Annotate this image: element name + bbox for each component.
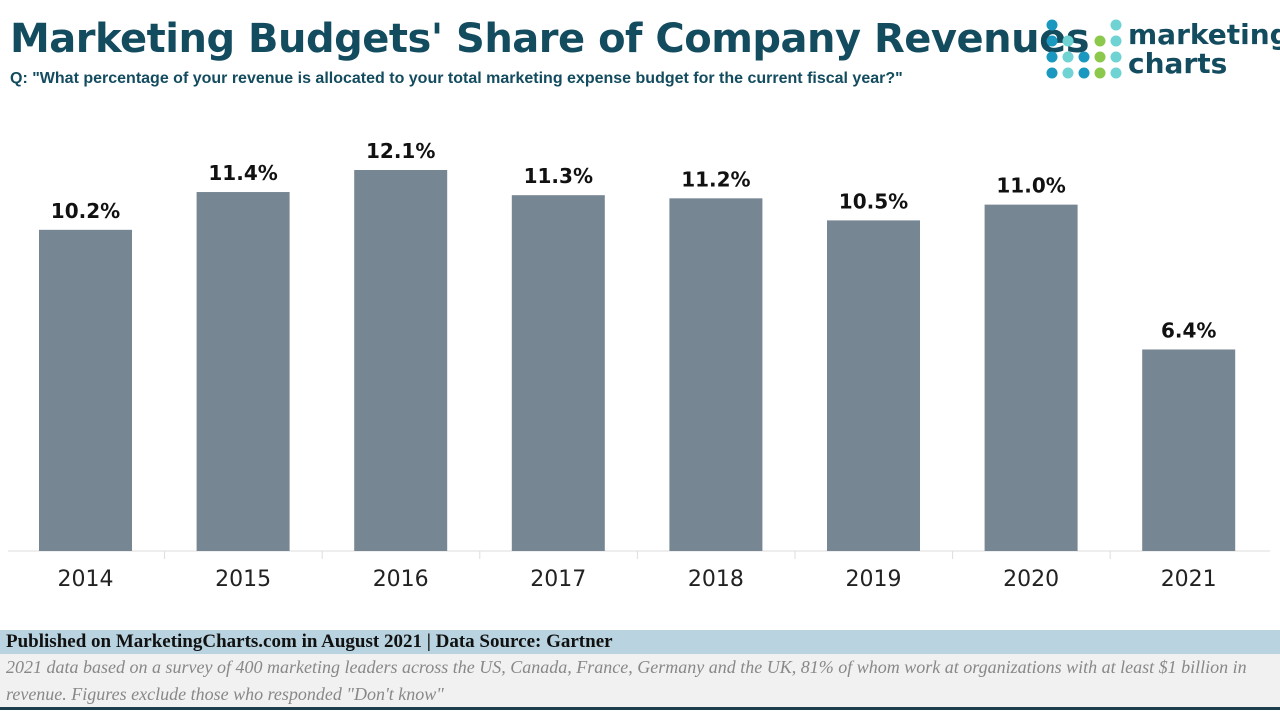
data-label: 6.4%: [1161, 318, 1216, 342]
x-tick-label: 2016: [373, 567, 429, 592]
logo-dot: [1046, 67, 1058, 79]
data-label: 11.0%: [996, 174, 1065, 198]
chart-title: Marketing Budgets' Share of Company Reve…: [10, 16, 1090, 62]
logo-dot: [1062, 35, 1074, 47]
logo-dot: [1094, 67, 1106, 79]
x-tick-label: 2015: [215, 567, 271, 592]
logo-dot: [1046, 51, 1058, 63]
data-label: 11.3%: [524, 164, 593, 188]
bar-2018: [669, 198, 763, 551]
logo-text: marketing charts: [1128, 18, 1280, 80]
logo-dots-icon: [1046, 19, 1122, 79]
logo-dot: [1062, 51, 1074, 63]
x-tick-label: 2014: [58, 567, 114, 592]
logo-dot: [1062, 67, 1074, 79]
bar-2019: [827, 220, 920, 551]
logo-dot: [1094, 35, 1106, 47]
chart-subtitle: Q: "What percentage of your revenue is a…: [10, 70, 903, 87]
data-label: 10.5%: [839, 189, 908, 213]
published-source: Published on MarketingCharts.com in Augu…: [0, 630, 1280, 654]
bar-2016: [354, 170, 448, 551]
x-tick-label: 2020: [1003, 567, 1059, 592]
logo-dot: [1046, 35, 1058, 47]
footnote: 2021 data based on a survey of 400 marke…: [0, 654, 1280, 710]
logo-dot: [1078, 67, 1090, 79]
logo-dot: [1110, 67, 1122, 79]
logo-dot: [1110, 19, 1122, 31]
x-tick-label: 2017: [530, 567, 586, 592]
bar-2014: [39, 229, 132, 551]
bar-2020: [984, 204, 1078, 551]
bar-2015: [196, 192, 290, 551]
data-label: 11.2%: [681, 167, 750, 191]
bar-chart: 10.2% 2014 11.4% 2015 12.1% 2016 11.3% 2017 11.2…: [8, 139, 1270, 592]
logo-dot: [1110, 51, 1122, 63]
bar-2021: [1142, 349, 1236, 551]
bar-2017: [511, 195, 605, 551]
data-label: 12.1%: [366, 139, 435, 163]
logo-dot: [1046, 19, 1058, 31]
logo-dot: [1078, 51, 1090, 63]
data-label: 10.2%: [51, 199, 120, 223]
logo-dot: [1094, 51, 1106, 63]
x-tick-label: 2018: [688, 567, 744, 592]
marketingcharts-logo: marketing charts: [1044, 18, 1280, 84]
data-label: 11.4%: [208, 161, 277, 185]
x-tick-label: 2019: [846, 567, 902, 592]
x-tick-label: 2021: [1161, 567, 1217, 592]
logo-dot: [1110, 35, 1122, 47]
